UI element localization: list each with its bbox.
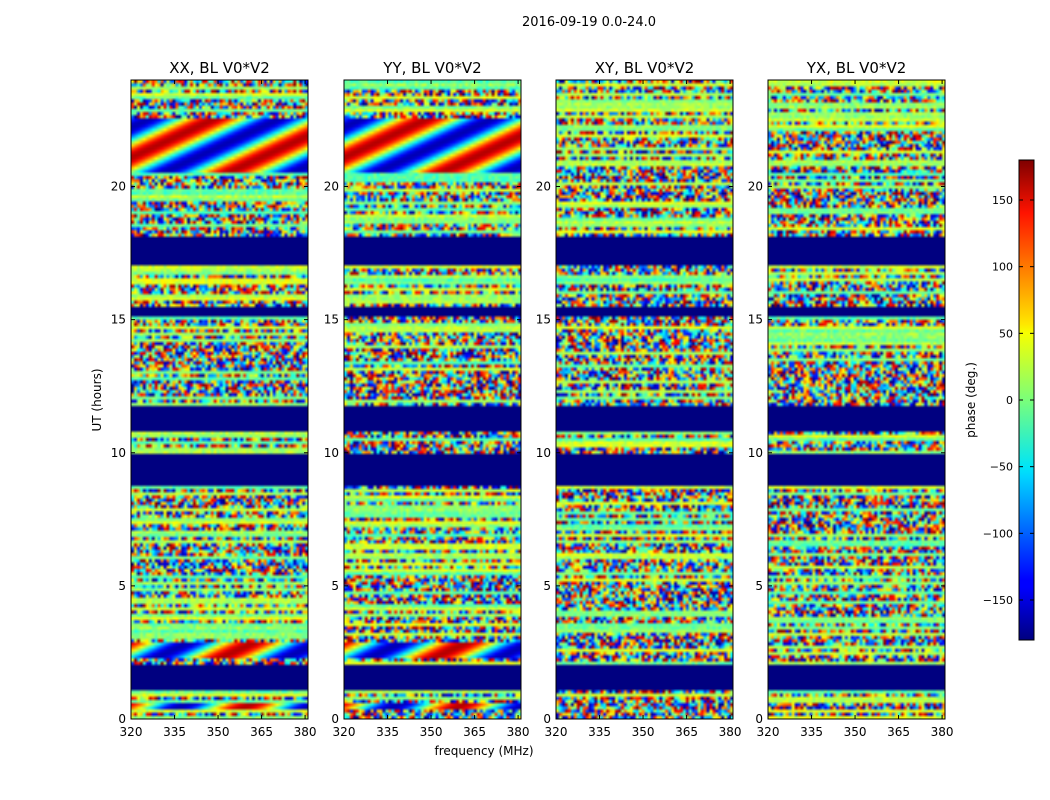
- heatmap-image: [131, 80, 308, 719]
- panel-title: YY, BL V0*V2: [382, 59, 481, 77]
- colorbar-tick-label: 150: [992, 194, 1013, 207]
- x-tick-label: 350: [844, 725, 867, 739]
- y-tick-label: 0: [331, 712, 339, 726]
- panel-title: YX, BL V0*V2: [806, 59, 907, 77]
- x-tick-label: 320: [757, 725, 780, 739]
- x-axis-label: frequency (MHz): [434, 744, 533, 758]
- heatmap-image: [344, 80, 521, 719]
- panel-title: XX, BL V0*V2: [169, 59, 270, 77]
- y-tick-label: 20: [748, 180, 763, 194]
- x-tick-label: 335: [800, 725, 823, 739]
- x-tick-label: 320: [120, 725, 143, 739]
- y-tick-label: 15: [536, 313, 551, 327]
- y-tick-label: 5: [543, 579, 551, 593]
- x-tick-label: 380: [719, 725, 742, 739]
- plot-frame: [130, 79, 309, 720]
- x-tick-label: 365: [250, 725, 273, 739]
- colorbar-tick-label: 0: [1006, 394, 1013, 407]
- x-tick-label: 350: [420, 725, 443, 739]
- y-tick-label: 20: [536, 180, 551, 194]
- plot-frame: [343, 79, 522, 720]
- colorbar-tick-label: 50: [999, 327, 1013, 340]
- y-tick-label: 10: [111, 446, 126, 460]
- panel-title: XY, BL V0*V2: [595, 59, 695, 77]
- y-tick-label: 5: [755, 579, 763, 593]
- figure-suptitle: 2016-09-19 0.0-24.0: [522, 15, 656, 30]
- plot-frame: [767, 79, 946, 720]
- x-tick-label: 335: [588, 725, 611, 739]
- panel: YX, BL V0*V2 320 335 350 365 380 0 5 10 15 20: [748, 59, 954, 739]
- x-tick-label: 380: [931, 725, 954, 739]
- x-tick-label: 320: [333, 725, 356, 739]
- colorbar-tick-label: −100: [983, 527, 1013, 540]
- y-tick-label: 15: [748, 313, 763, 327]
- y-tick-label: 15: [324, 313, 339, 327]
- colorbar-tick-label: −150: [983, 594, 1013, 607]
- y-tick-label: 20: [324, 180, 339, 194]
- y-tick-label: 0: [755, 712, 763, 726]
- y-tick-label: 10: [748, 446, 763, 460]
- x-tick-label: 365: [887, 725, 910, 739]
- y-tick-label: 15: [111, 313, 126, 327]
- x-tick-label: 380: [507, 725, 530, 739]
- y-tick-label: 20: [111, 180, 126, 194]
- y-tick-label: 0: [118, 712, 126, 726]
- y-tick-label: 10: [536, 446, 551, 460]
- plot-frame: [555, 79, 734, 720]
- colorbar-ticks: 150 100 50 0 −50 −100 −150: [983, 194, 1034, 607]
- x-tick-label: 350: [207, 725, 230, 739]
- panel: YY, BL V0*V2 320 335 350 365 380 0 5 10 15 20: [324, 59, 530, 739]
- colorbar-tick-label: −50: [990, 461, 1013, 474]
- x-tick-label: 335: [376, 725, 399, 739]
- x-tick-label: 365: [463, 725, 486, 739]
- x-tick-label: 365: [675, 725, 698, 739]
- y-tick-label: 5: [331, 579, 339, 593]
- y-tick-label: 0: [543, 712, 551, 726]
- y-tick-label: 10: [324, 446, 339, 460]
- x-tick-label: 350: [632, 725, 655, 739]
- heatmap-image: [768, 80, 945, 719]
- colorbar-label: phase (deg.): [964, 362, 978, 438]
- colorbar-tick-label: 100: [992, 261, 1013, 274]
- y-tick-label: 5: [118, 579, 126, 593]
- x-tick-label: 380: [294, 725, 317, 739]
- panel: XY, BL V0*V2 320 335 350 365 380 0 5 10 15 20: [536, 59, 742, 739]
- x-tick-label: 335: [163, 725, 186, 739]
- y-axis-label: UT (hours): [90, 368, 104, 431]
- heatmap-image: [556, 80, 733, 719]
- x-tick-label: 320: [545, 725, 568, 739]
- colorbar: 150 100 50 0 −50 −100 −150 phase (deg.): [964, 159, 1035, 641]
- panel: XX, BL V0*V2 320 335 350 365 380 0 5 10 15 20: [111, 59, 317, 739]
